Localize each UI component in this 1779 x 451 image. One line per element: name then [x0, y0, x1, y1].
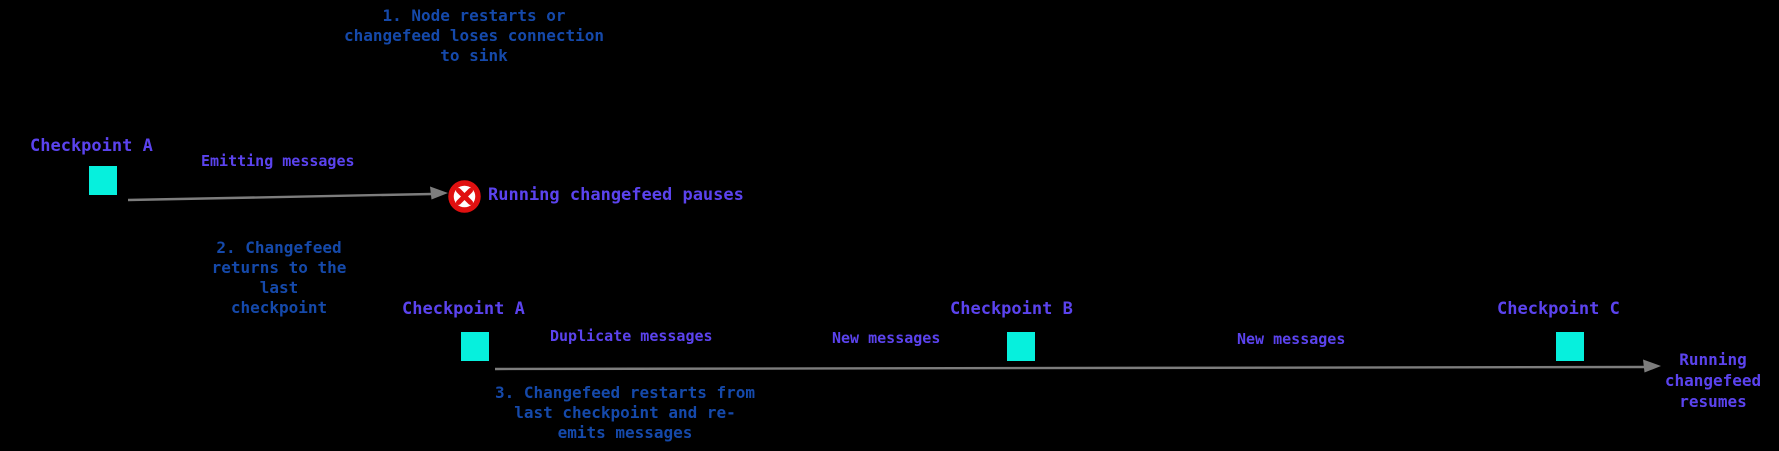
checkpoint-a-label-resumed: Checkpoint A — [402, 299, 525, 319]
step2-note: 2. Changefeed returns to the last checkp… — [129, 238, 429, 318]
new-messages-label-1: New messages — [832, 329, 941, 347]
resumes-line: Running — [1679, 350, 1747, 369]
step3-line: last checkpoint and re- — [514, 403, 736, 422]
step2-line: 2. Changefeed — [216, 238, 342, 257]
resumes-line: resumes — [1679, 392, 1747, 411]
step3-line: 3. Changefeed restarts from — [494, 383, 756, 402]
changefeed-pauses-label: Running changefeed pauses — [488, 185, 744, 205]
checkpoint-b-label: Checkpoint B — [950, 299, 1073, 319]
step1-note: 1. Node restarts or changefeed loses con… — [274, 6, 674, 66]
resume-timeline-arrow — [494, 359, 1661, 373]
checkpoint-a-marker-resumed — [461, 332, 489, 361]
step2-line: returns to the — [211, 258, 347, 277]
step2-line: last — [259, 278, 299, 297]
checkpoint-b-marker — [1007, 332, 1035, 361]
emitting-messages-label: Emitting messages — [201, 152, 355, 170]
pause-arrow — [127, 186, 448, 202]
new-messages-label-2: New messages — [1237, 330, 1346, 348]
resumes-line: changefeed — [1664, 371, 1762, 390]
step1-line: changefeed loses connection — [343, 26, 605, 45]
checkpoint-a-label-paused: Checkpoint A — [30, 136, 153, 156]
step3-note: 3. Changefeed restarts from last checkpo… — [425, 383, 825, 443]
step1-line: 1. Node restarts or — [382, 6, 566, 25]
step1-line: to sink — [440, 46, 508, 65]
checkpoint-c-label: Checkpoint C — [1497, 299, 1620, 319]
duplicate-messages-label: Duplicate messages — [550, 327, 713, 345]
checkpoint-a-marker-paused — [89, 166, 117, 195]
step2-line: checkpoint — [230, 298, 328, 317]
checkpoint-c-marker — [1556, 332, 1584, 361]
error-x-icon — [448, 180, 481, 213]
step3-line: emits messages — [557, 423, 693, 442]
changefeed-resumes-label: Running changefeed resumes — [1638, 349, 1779, 412]
